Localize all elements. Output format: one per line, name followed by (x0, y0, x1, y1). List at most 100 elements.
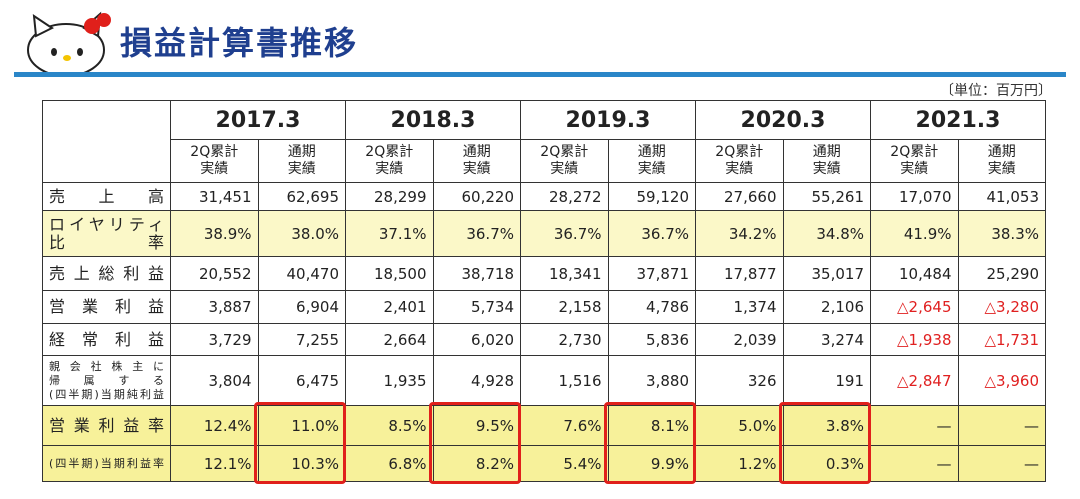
year-header: 2017.3 (170, 100, 346, 140)
value-cell: 6,904 (257, 290, 346, 324)
value-cell: 25,290 (957, 256, 1046, 291)
subheader-line: 実績 (812, 161, 841, 177)
title: 損益計算書推移 (120, 24, 359, 62)
value-cell: 2,730 (520, 323, 609, 356)
subheader: 2Q累計 実績 (170, 139, 259, 183)
value-cell: 1,516 (520, 355, 609, 406)
value-cell: 3,880 (607, 355, 696, 406)
value-cell: 38.9% (170, 210, 259, 257)
value-cell: 41,053 (957, 182, 1046, 211)
row-label: 経常利益 (42, 323, 171, 356)
value-cell: 36.7% (520, 210, 609, 257)
data-row: 売上高 31,451 62,695 28,299 60,220 28,272 59,120 2… (42, 182, 1046, 211)
subheader-line: 2Q累計 (890, 144, 939, 160)
subheader-line: 2Q累計 (190, 144, 239, 160)
subheader-line: 通期 (287, 144, 316, 160)
value-cell: 17,877 (695, 256, 784, 291)
value-cell: — (957, 445, 1046, 482)
value-cell: 5,836 (607, 323, 696, 356)
unit-note: 〔単位：百万円〕 (940, 83, 1052, 99)
subheader-line: 実績 (725, 161, 754, 177)
value-cell: △1,938 (870, 323, 959, 356)
row-label-line: 親会社株主に (49, 359, 164, 373)
row-label: 売上総利益 (42, 256, 171, 291)
subheader: 2Q累計 実績 (695, 139, 784, 183)
subheader-line: 通期 (462, 144, 491, 160)
value-cell: 2,664 (345, 323, 434, 356)
value-cell: 20,552 (170, 256, 259, 291)
value-cell: 34.8% (782, 210, 871, 257)
value-cell: 36.7% (432, 210, 521, 257)
row-label: 親会社株主に 帰属する (四半期)当期純利益 (42, 355, 171, 406)
value-cell: 6.8% (345, 445, 434, 482)
data-row: (四半期)当期利益率 12.1% 10.3% 6.8% 8.2% 5.4% 9.9% 1.2%… (42, 445, 1046, 482)
value-cell: 2,158 (520, 290, 609, 324)
value-cell: 62,695 (257, 182, 346, 211)
value-cell: 28,299 (345, 182, 434, 211)
data-row: 営業利益率 12.4% 11.0% 8.5% 9.5% 7.6% 8.1% 5.0% 3.8% —… (42, 405, 1046, 446)
row-label-line: 帰属する (49, 373, 164, 387)
row-label-line: (四半期)当期利益率 (49, 456, 164, 470)
subheader: 通期 実績 (607, 139, 696, 183)
value-cell: △2,847 (870, 355, 959, 406)
value-cell: 36.7% (607, 210, 696, 257)
value-cell: 3.8% (782, 405, 871, 446)
value-cell: 2,039 (695, 323, 784, 356)
data-row: ロイヤリティ 比率 38.9% 38.0% 37.1% 36.7% 36.7% 36.7% 34… (42, 210, 1046, 257)
subheader-row: 2Q累計 実績 通期 実績 2Q累計 実績 通期 実績 2Q累計 実績 通期 実績 2Q累計 実績 通期 実績… (43, 139, 1046, 183)
value-cell: △2,645 (870, 290, 959, 324)
subheader-line: 2Q累計 (715, 144, 764, 160)
value-cell: 34.2% (695, 210, 784, 257)
year-header: 2021.3 (870, 100, 1046, 140)
value-cell: 40,470 (257, 256, 346, 291)
subheader-line: 通期 (812, 144, 841, 160)
subheader-line: 実績 (287, 161, 316, 177)
title-rule (14, 72, 1066, 77)
value-cell: 41.9% (870, 210, 959, 257)
data-row: 営業利益 3,887 6,904 2,401 5,734 2,158 4,786 1,374 2… (42, 290, 1046, 324)
subheader-line: 実績 (637, 161, 666, 177)
value-cell: 9.9% (607, 445, 696, 482)
subheader: 通期 実績 (257, 139, 346, 183)
value-cell: 10,484 (870, 256, 959, 291)
value-cell: 35,017 (782, 256, 871, 291)
subheader: 2Q累計 実績 (345, 139, 434, 183)
value-cell: 1,935 (345, 355, 434, 406)
value-cell: 12.4% (170, 405, 259, 446)
highlight-box (429, 401, 521, 484)
row-label-line: 経常利益 (49, 329, 164, 349)
value-cell: 7,255 (257, 323, 346, 356)
value-cell: 17,070 (870, 182, 959, 211)
subheader-line: 実績 (987, 161, 1016, 177)
value-cell: 3,274 (782, 323, 871, 356)
value-cell: 8.5% (345, 405, 434, 446)
row-label-line: 営業利益 (49, 297, 164, 316)
value-cell: 5.0% (695, 405, 784, 446)
subheader-line: 通期 (637, 144, 666, 160)
logo (27, 11, 111, 77)
value-cell: 18,341 (520, 256, 609, 291)
subheader: 2Q累計 実績 (870, 139, 959, 183)
subheader-line: 通期 (987, 144, 1016, 160)
value-cell: 2,401 (345, 290, 434, 324)
value-cell: 5.4% (520, 445, 609, 482)
value-cell: 8.1% (607, 405, 696, 446)
value-cell: 2,106 (782, 290, 871, 324)
value-cell: 3,804 (170, 355, 259, 406)
row-label-line: 売上総利益 (49, 263, 164, 283)
year-header: 2020.3 (695, 100, 871, 140)
value-cell: 60,220 (432, 182, 521, 211)
value-cell: 18,500 (345, 256, 434, 291)
value-cell: 326 (695, 355, 784, 406)
subheader: 通期 実績 (957, 139, 1046, 183)
value-cell: 7.6% (520, 405, 609, 446)
value-cell: 6,020 (432, 323, 521, 356)
highlight-box (254, 401, 346, 484)
value-cell: 11.0% (257, 405, 346, 446)
value-cell: 191 (782, 355, 871, 406)
subheader-line: 実績 (462, 161, 491, 177)
subheader-line: 2Q累計 (540, 144, 589, 160)
value-cell: 1.2% (695, 445, 784, 482)
value-cell: 6,475 (257, 355, 346, 406)
